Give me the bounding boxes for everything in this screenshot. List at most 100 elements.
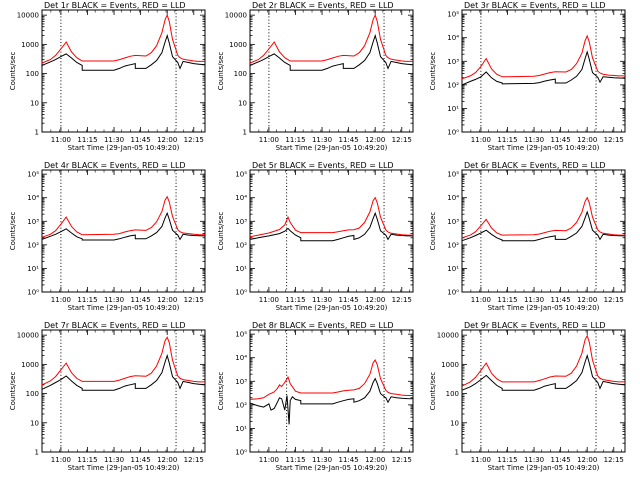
plot-frame (41, 9, 206, 133)
y-axis-label: Counts/sec (217, 52, 225, 91)
y-tick-label: 10⁴ (235, 354, 247, 362)
y-axis-label: Counts/sec (429, 212, 437, 251)
series-lld-line (249, 13, 413, 64)
series-lld-line (41, 13, 205, 64)
y-tick-label: 10² (235, 241, 247, 249)
y-tick-label: 10⁰ (235, 289, 247, 297)
y-tick-label: 100 (26, 70, 39, 78)
x-tick-label: 11:00 (51, 136, 71, 144)
plot-frame (461, 329, 626, 453)
series-lld-line (461, 196, 625, 239)
x-tick-label: 12:00 (365, 456, 385, 464)
chart-title: Det 8r BLACK = Events, RED = LLD (252, 321, 394, 330)
y-tick-label: 10 (238, 99, 247, 107)
x-tick-label: 12:15 (184, 456, 204, 464)
panel-det-2r: Det 2r BLACK = Events, RED = LLD 1 10 100 10… (217, 1, 414, 152)
y-tick-label: 10⁰ (235, 449, 247, 457)
x-axis-label: Start Time (29-Jan-05 10:49:20) (68, 304, 180, 312)
x-tick-label: 12:15 (392, 136, 412, 144)
x-tick-label: 11:15 (285, 136, 305, 144)
x-tick-label: 12:15 (184, 136, 204, 144)
x-tick-label: 11:30 (312, 456, 332, 464)
plot-frame (41, 169, 206, 293)
y-axis-label: Counts/sec (429, 372, 437, 411)
y-tick-label: 10⁵ (447, 171, 459, 179)
x-tick-label: 11:45 (339, 296, 359, 304)
panel-det-7r: Det 7r BLACK = Events, RED = LLD 1 10 100 10… (9, 321, 206, 472)
y-tick-label: 10000 (17, 12, 39, 20)
y-tick-label: 1000 (229, 41, 247, 49)
x-tick-label: 12:15 (392, 456, 412, 464)
y-tick-label: 1000 (441, 361, 459, 369)
series-lld-line (461, 334, 625, 387)
y-tick-label: 10 (30, 419, 39, 427)
chart-title: Det 7r BLACK = Events, RED = LLD (44, 321, 186, 330)
x-tick-label: 11:30 (312, 296, 332, 304)
x-tick-label: 11:15 (77, 296, 97, 304)
panel-det-1r: Det 1r BLACK = Events, RED = LLD 1 10 100 10… (9, 1, 206, 152)
x-tick-label: 11:15 (77, 136, 97, 144)
chart-title: Det 6r BLACK = Events, RED = LLD (464, 161, 606, 170)
x-axis-label: Start Time (29-Jan-05 10:49:20) (488, 144, 600, 152)
x-tick-label: 12:00 (157, 136, 177, 144)
y-tick-label: 10⁰ (447, 289, 459, 297)
y-axis-label: Counts/sec (9, 52, 17, 91)
x-tick-label: 11:00 (51, 456, 71, 464)
y-axis-label: Counts/sec (9, 212, 17, 251)
x-tick-label: 12:00 (365, 136, 385, 144)
x-tick-label: 11:45 (339, 456, 359, 464)
x-tick-label: 11:30 (104, 456, 124, 464)
y-tick-label: 10⁰ (27, 289, 39, 297)
x-axis-label: Start Time (29-Jan-05 10:49:20) (68, 464, 180, 472)
x-tick-label: 11:00 (259, 296, 279, 304)
panel-det-8r: Det 8r BLACK = Events, RED = LLD 10⁰ 10¹ 10… (217, 321, 414, 472)
y-axis-label: Counts/sec (217, 372, 225, 411)
y-tick-label: 10² (27, 241, 39, 249)
y-tick-label: 10³ (447, 218, 459, 226)
x-tick-label: 12:15 (604, 296, 624, 304)
y-tick-label: 10¹ (235, 425, 247, 433)
y-tick-label: 10⁵ (27, 171, 39, 179)
x-tick-label: 11:00 (259, 456, 279, 464)
y-tick-label: 10³ (235, 218, 247, 226)
series-events-line (249, 377, 414, 425)
x-tick-label: 12:00 (577, 456, 597, 464)
x-axis-label: Start Time (29-Jan-05 10:49:20) (488, 304, 600, 312)
x-tick-label: 11:45 (551, 296, 571, 304)
x-tick-label: 11:45 (131, 456, 151, 464)
y-tick-label: 1000 (21, 361, 39, 369)
y-tick-label: 10000 (437, 332, 459, 340)
series-events-line (249, 33, 414, 71)
y-tick-label: 10⁴ (447, 194, 459, 202)
chart-title: Det 4r BLACK = Events, RED = LLD (44, 161, 186, 170)
x-tick-label: 12:15 (184, 296, 204, 304)
x-tick-label: 11:45 (551, 456, 571, 464)
y-tick-label: 10⁵ (447, 11, 459, 19)
y-axis-label: Counts/sec (9, 372, 17, 411)
x-tick-label: 11:00 (51, 296, 71, 304)
plot-frame (461, 9, 626, 133)
x-tick-label: 12:00 (365, 296, 385, 304)
x-axis-label: Start Time (29-Jan-05 10:49:20) (68, 144, 180, 152)
x-tick-label: 11:15 (285, 456, 305, 464)
y-tick-label: 1 (35, 449, 39, 457)
x-tick-label: 12:15 (392, 296, 412, 304)
series-events-line (249, 211, 413, 242)
y-tick-label: 10⁰ (447, 129, 459, 137)
x-axis-label: Start Time (29-Jan-05 10:49:20) (276, 144, 388, 152)
x-tick-label: 11:00 (471, 136, 491, 144)
x-tick-label: 12:00 (157, 456, 177, 464)
y-tick-label: 10 (450, 419, 459, 427)
y-tick-label: 1 (35, 129, 39, 137)
y-tick-label: 10⁴ (447, 34, 459, 42)
series-events-line (41, 353, 206, 391)
series-events-line (461, 353, 626, 391)
panel-det-5r: Det 5r BLACK = Events, RED = LLD 10⁰ 10¹ 10… (217, 161, 414, 312)
y-tick-label: 10⁵ (235, 171, 247, 179)
series-lld-line (461, 34, 625, 80)
x-tick-label: 12:15 (604, 136, 624, 144)
x-tick-label: 11:45 (551, 136, 571, 144)
x-tick-label: 12:00 (577, 296, 597, 304)
chart-title: Det 9r BLACK = Events, RED = LLD (464, 321, 606, 330)
